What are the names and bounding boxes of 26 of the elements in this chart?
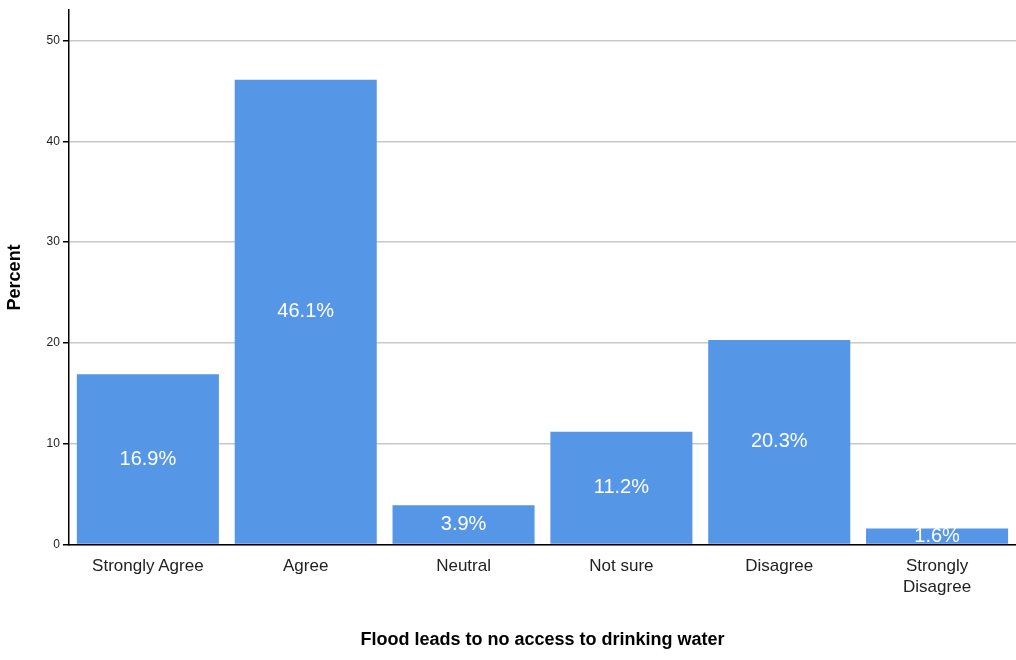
x-axis-title: Flood leads to no access to drinking water [360, 629, 725, 650]
x-tick-label: Strongly Agree [92, 556, 204, 576]
bar [234, 79, 377, 544]
y-axis-title: Percent [3, 244, 24, 311]
bar [76, 374, 219, 544]
x-tick-label: Disagree [745, 556, 814, 576]
y-tick-label: 20 [46, 335, 61, 350]
data-label: 16.9% [119, 446, 177, 469]
y-tick-label: 30 [46, 234, 61, 249]
x-tick-label: Neutral [436, 556, 491, 576]
bar [550, 431, 693, 544]
data-label: 46.1% [277, 299, 335, 322]
bar [708, 339, 851, 544]
x-tick-label: Not sure [589, 556, 654, 576]
bar [392, 505, 535, 544]
y-tick-label: 10 [46, 436, 61, 451]
y-tick-label: 50 [46, 32, 61, 47]
x-tick-label: Strongly Disagree [903, 556, 972, 596]
data-label: 11.2% [593, 475, 650, 498]
data-label: 1.6% [914, 523, 961, 546]
bar [866, 528, 1009, 544]
data-label: 3.9% [440, 512, 487, 535]
x-tick-label: Agree [283, 556, 329, 576]
data-label: 20.3% [750, 429, 808, 452]
y-tick-label: 0 [53, 536, 61, 551]
y-tick-label: 40 [46, 133, 61, 148]
